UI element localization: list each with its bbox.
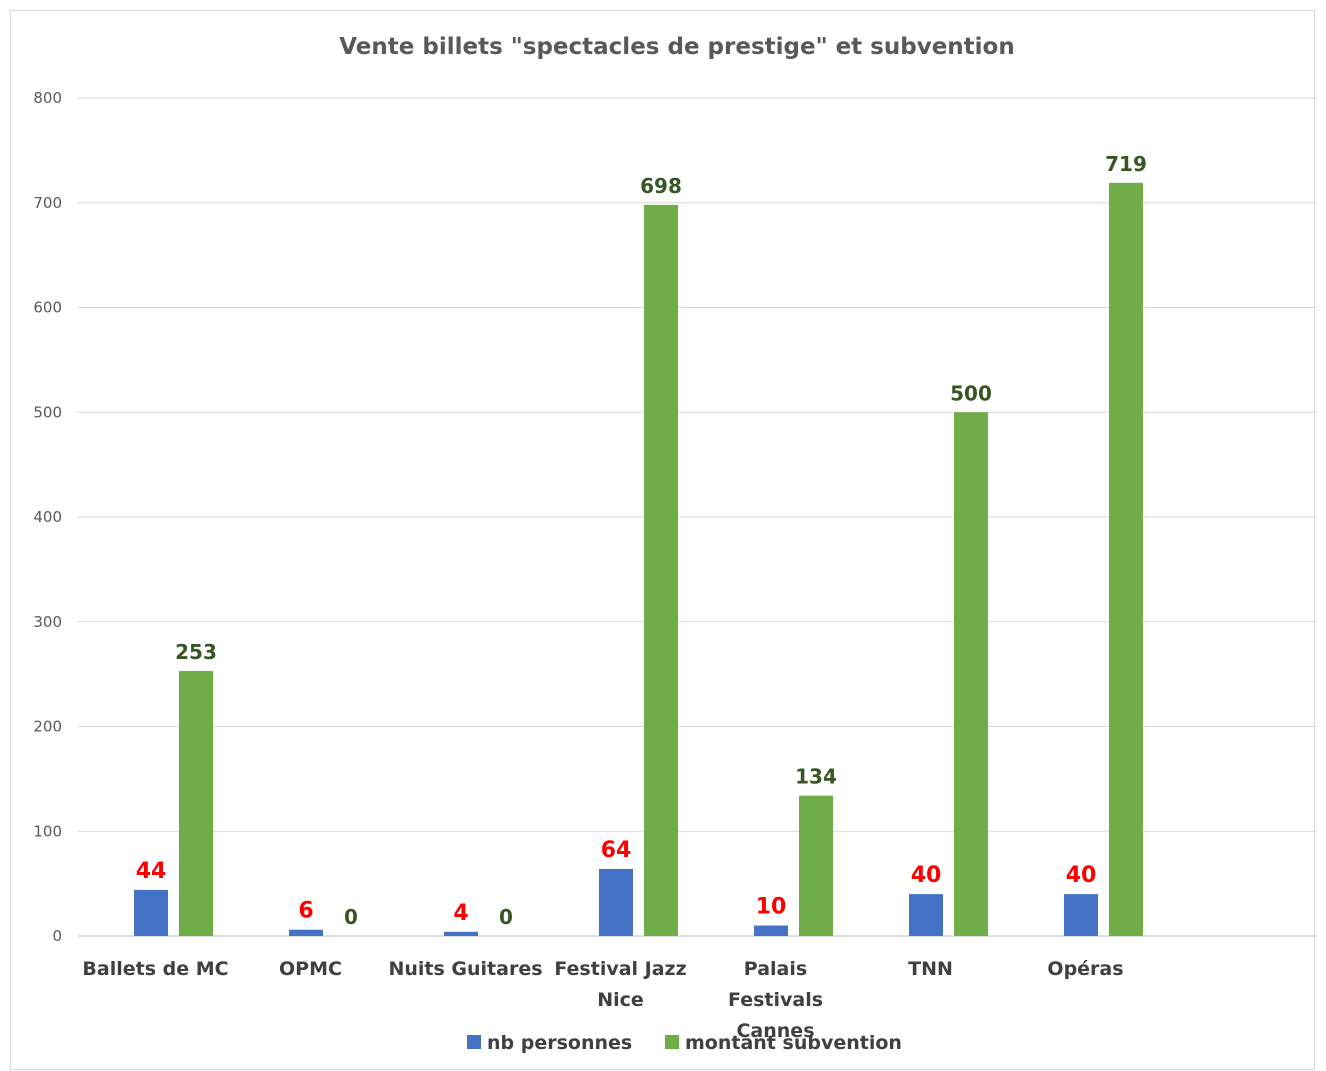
y-tick-label: 200 (33, 718, 62, 736)
data-label: 64 (601, 838, 632, 863)
legend-label: nb personnes (487, 1032, 632, 1054)
y-tick-label: 700 (33, 194, 62, 212)
bar (1109, 182, 1143, 936)
y-tick-label: 300 (33, 613, 62, 631)
bar (599, 868, 633, 936)
bar (1064, 894, 1098, 936)
data-label: 6 (298, 899, 313, 924)
x-tick-label: TNN (908, 958, 953, 980)
y-axis: 0 100 200 300 400 500 600 700 800 (33, 89, 62, 945)
bar (754, 925, 788, 936)
bar (444, 931, 478, 936)
legend-label: montant subvention (685, 1032, 902, 1054)
bar (644, 204, 678, 937)
y-tick-label: 800 (33, 89, 62, 107)
data-label: 4 (453, 901, 468, 926)
data-label: 719 (1105, 152, 1147, 176)
bar (134, 889, 168, 936)
bars (134, 182, 1143, 937)
bar (179, 670, 213, 936)
data-label: 698 (640, 174, 682, 198)
bar (909, 894, 943, 936)
x-tick-label: OPMC (279, 958, 342, 980)
chart-title: Vente billets "spectacles de prestige" e… (339, 34, 1014, 60)
data-label: 253 (175, 640, 217, 664)
bar (289, 929, 323, 936)
y-tick-label: 400 (33, 508, 62, 526)
data-label: 40 (1066, 863, 1097, 888)
data-label: 500 (950, 381, 992, 405)
legend-swatch (467, 1035, 481, 1049)
y-tick-label: 600 (33, 299, 62, 317)
x-tick-label: Palais Festivals Cannes (728, 958, 823, 1042)
data-label: 0 (499, 905, 513, 929)
bar (799, 795, 833, 936)
legend: nb personnes montant subvention (467, 1032, 902, 1054)
data-label: 0 (344, 905, 358, 929)
y-tick-label: 100 (33, 822, 62, 840)
x-axis: Ballets de MC OPMC Nuits Guitares Festival … (82, 958, 1123, 1042)
x-tick-label: Festival Jazz Nice (554, 958, 686, 1011)
data-label: 134 (795, 765, 837, 789)
data-label: 10 (756, 895, 787, 920)
x-tick-label: Ballets de MC (82, 958, 228, 980)
y-tick-label: 500 (33, 403, 62, 421)
x-tick-label: Nuits Guitares (388, 958, 542, 980)
y-tick-label: 0 (52, 927, 62, 945)
data-label: 44 (136, 859, 167, 884)
legend-swatch (665, 1035, 679, 1049)
bar (954, 412, 988, 936)
x-tick-label: Opéras (1047, 958, 1123, 980)
data-label: 40 (911, 863, 942, 888)
